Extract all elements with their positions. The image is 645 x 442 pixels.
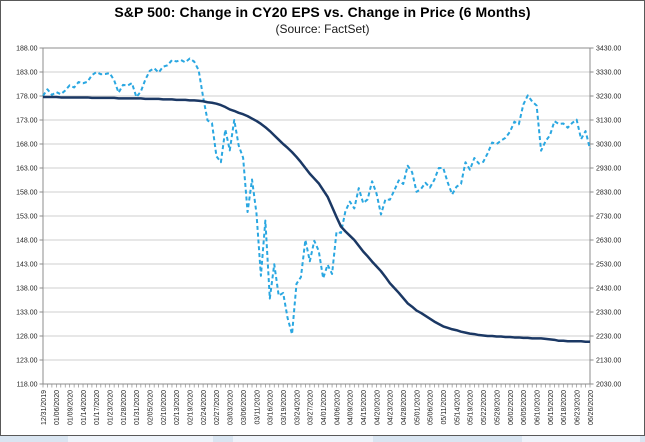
x-axis-label: 04/09/2020 — [348, 390, 355, 425]
x-axis-label: 06/02/2020 — [508, 390, 515, 425]
strip-patch — [68, 436, 213, 442]
x-axis-label: 01/31/2020 — [134, 390, 141, 425]
x-axis-label: 04/28/2020 — [401, 390, 408, 425]
x-axis-label: 04/01/2020 — [321, 390, 328, 425]
x-axis-label: 03/06/2020 — [241, 390, 248, 425]
x-axis-label: 06/10/2020 — [534, 390, 541, 425]
left-axis-label: 153.00 — [16, 213, 38, 220]
x-axis-label: 01/06/2020 — [54, 390, 61, 425]
x-axis-label: 06/15/2020 — [548, 390, 555, 425]
x-axis-label: 03/19/2020 — [281, 390, 288, 425]
x-axis-label: 02/13/2020 — [174, 390, 181, 425]
x-axis-label: 04/15/2020 — [361, 390, 368, 425]
x-axis-label: 05/19/2020 — [468, 390, 475, 425]
left-axis-label: 133.00 — [16, 309, 38, 316]
left-axis-label: 163.00 — [16, 165, 38, 172]
x-axis-label: 12/31/2019 — [41, 390, 48, 425]
left-axis-label: 138.00 — [16, 285, 38, 292]
x-axis-label: 01/14/2020 — [81, 390, 88, 425]
chart-subtitle: (Source: FactSet) — [275, 22, 370, 36]
x-axis-label: 01/28/2020 — [121, 390, 128, 425]
right-axis-label: 2930.00 — [596, 165, 621, 172]
x-axis-label: 03/16/2020 — [268, 390, 275, 425]
strip-patch — [233, 436, 373, 442]
x-axis-label: 06/05/2020 — [521, 390, 528, 425]
right-axis-label: 3330.00 — [596, 69, 621, 76]
left-axis-label: 173.00 — [16, 117, 38, 124]
right-axis-label: 2530.00 — [596, 261, 621, 268]
right-axis-label: 2230.00 — [596, 333, 621, 340]
right-axis-label: 3430.00 — [596, 45, 621, 52]
right-axis-label: 2830.00 — [596, 189, 621, 196]
x-axis-label: 04/23/2020 — [388, 390, 395, 425]
left-axis-label: 183.00 — [16, 69, 38, 76]
right-axis-label: 2130.00 — [596, 357, 621, 364]
right-axis-label: 2730.00 — [596, 213, 621, 220]
right-axis-label: 3230.00 — [596, 93, 621, 100]
left-axis-label: 118.00 — [17, 381, 38, 388]
x-axis-label: 02/19/2020 — [188, 390, 195, 425]
page-background-strip — [0, 436, 645, 442]
right-axis-label: 3130.00 — [596, 117, 621, 124]
left-axis-label: 178.00 — [16, 93, 38, 100]
left-axis-label: 158.00 — [16, 189, 38, 196]
sp500-eps-price-chart: 188.00 3430.00 183.00 3330.00 178.00 3230.00 1… — [16, 45, 621, 425]
x-axis-label: 03/24/2020 — [294, 390, 301, 425]
x-axis-label: 06/18/2020 — [561, 390, 568, 425]
x-axis-label: 06/26/2020 — [588, 390, 595, 425]
chart-title: S&P 500: Change in CY20 EPS vs. Change i… — [114, 4, 531, 20]
left-axis-label: 128.00 — [16, 333, 38, 340]
left-axis-label: 123.00 — [16, 357, 38, 364]
x-axis-label: 02/27/2020 — [214, 390, 221, 425]
x-axis-label: 02/05/2020 — [148, 390, 155, 425]
left-axis-label: 168.00 — [16, 141, 38, 148]
x-axis-label: 02/10/2020 — [161, 390, 168, 425]
left-axis-label: 148.00 — [16, 237, 38, 244]
x-axis-label: 05/14/2020 — [454, 390, 461, 425]
right-axis-label: 2030.00 — [596, 381, 621, 388]
x-axis-label: 03/27/2020 — [308, 390, 315, 425]
x-axis-label: 04/06/2020 — [334, 390, 341, 425]
x-axis-label: 05/22/2020 — [481, 390, 488, 425]
left-axis-label: 143.00 — [16, 261, 38, 268]
strip-patch — [522, 436, 640, 442]
x-axis-label: 04/20/2020 — [374, 390, 381, 425]
x-axis-label: 05/11/2020 — [441, 390, 448, 425]
x-axis-label: 05/28/2020 — [494, 390, 501, 425]
x-axis-label: 05/06/2020 — [428, 390, 435, 425]
right-axis-label: 2430.00 — [596, 285, 621, 292]
x-axis-label: 05/01/2020 — [414, 390, 421, 425]
left-axis-label: 188.00 — [16, 45, 38, 52]
x-axis-label: 03/11/2020 — [254, 390, 261, 425]
price-line — [42, 57, 591, 336]
x-axis-label: 02/24/2020 — [201, 390, 208, 425]
right-axis-label: 2330.00 — [596, 309, 621, 316]
right-axis-label: 3030.00 — [596, 141, 621, 148]
x-axis-label: 01/23/2020 — [108, 390, 115, 425]
x-axis-label: 01/09/2020 — [68, 390, 75, 425]
x-axis-label: 06/23/2020 — [575, 390, 582, 425]
x-axis-label: 01/17/2020 — [94, 390, 101, 425]
x-axis-label: 03/03/2020 — [228, 390, 235, 425]
right-axis-label: 2630.00 — [596, 237, 621, 244]
eps-line — [43, 95, 590, 344]
